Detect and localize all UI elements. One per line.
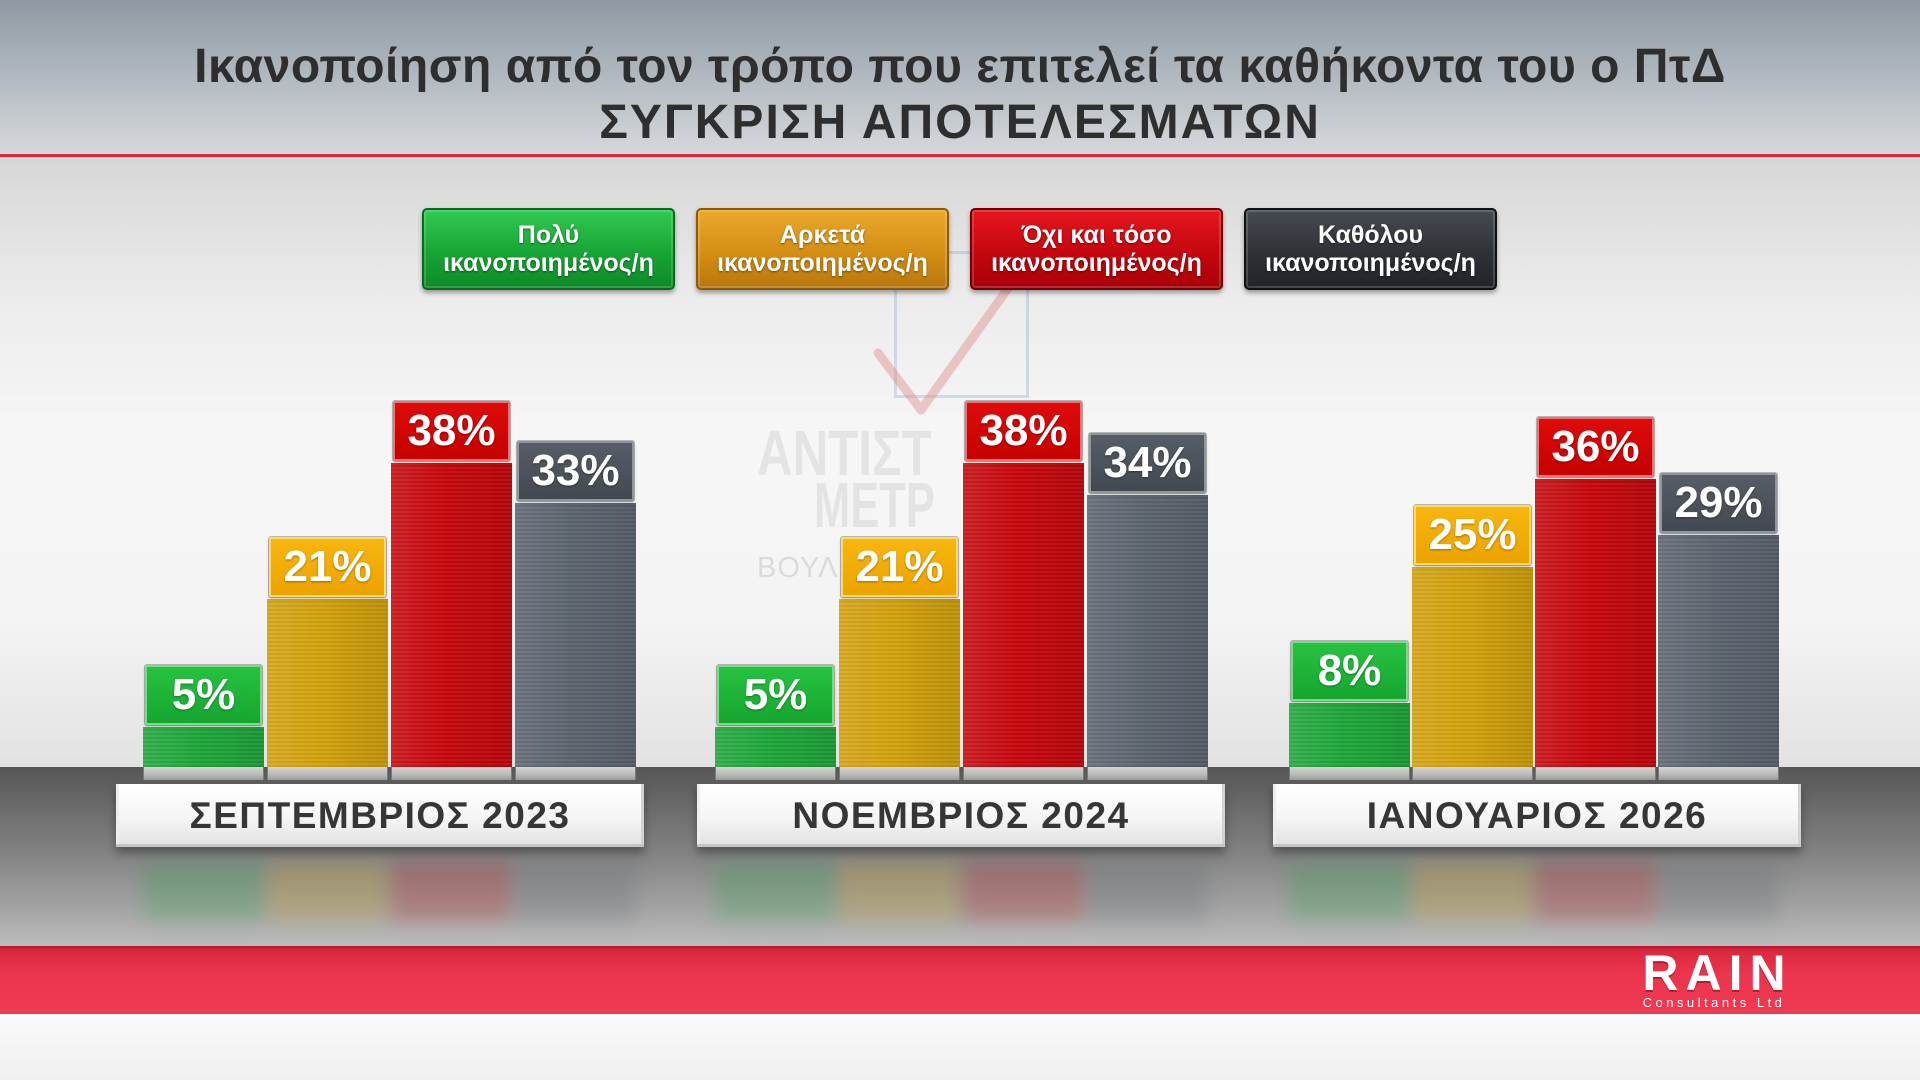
bar-base (143, 767, 264, 780)
legend-item-very-satisfied: Πολύ ικανοποιημένος/η (422, 208, 675, 290)
data-label-not-so-satisfied: 38% (393, 401, 510, 461)
bar-base (1087, 767, 1208, 780)
bar-reflection (1658, 862, 1779, 920)
bar-reflection (715, 862, 836, 920)
data-label-not-at-all-satisfied: 34% (1089, 433, 1206, 493)
bar-base (715, 767, 836, 780)
bar-base (1289, 767, 1410, 780)
bar-fairly-satisfied (839, 599, 960, 767)
data-label-very-satisfied: 5% (145, 665, 262, 725)
ballot-box-icon (894, 251, 1029, 398)
footer-strip (0, 1014, 1920, 1080)
data-label-not-at-all-satisfied: 33% (517, 441, 634, 501)
bar-reflection (1087, 862, 1208, 920)
checkmark-icon (873, 258, 1031, 415)
bar-reflection (839, 862, 960, 920)
bar-base (1412, 767, 1533, 780)
logo-wordmark: RAIN (1642, 945, 1793, 1001)
legend: Πολύ ικανοποιημένος/η Αρκετά ικανοποιημέ… (422, 208, 1497, 290)
legend-label-line: Καθόλου (1317, 221, 1424, 249)
data-label-fairly-satisfied: 21% (269, 537, 386, 597)
bar-very-satisfied (143, 727, 264, 767)
legend-label-line: Όχι και τόσο (1021, 221, 1172, 249)
logo-tagline: Consultants Ltd (1642, 995, 1786, 1010)
data-label-very-satisfied: 5% (717, 665, 834, 725)
data-label-not-so-satisfied: 38% (965, 401, 1082, 461)
bar-not-so-satisfied (391, 463, 512, 767)
legend-label-line: ικανοποιημένος/η (991, 249, 1202, 277)
bar-not-at-all-satisfied (1087, 495, 1208, 767)
bar-base (1658, 767, 1779, 780)
bar-base (391, 767, 512, 780)
bar-reflection (1289, 862, 1410, 920)
bar-not-so-satisfied (1535, 479, 1656, 767)
legend-label-line: ικανοποιημένος/η (1265, 249, 1476, 277)
bar-very-satisfied (715, 727, 836, 767)
watermark-text: ΒΟΥΛ (757, 552, 839, 584)
bar-fairly-satisfied (1412, 567, 1533, 767)
bar-reflection (1535, 862, 1656, 920)
footer-band (0, 946, 1920, 1014)
bar-reflection (143, 862, 264, 920)
bar-not-so-satisfied (963, 463, 1084, 767)
data-label-not-at-all-satisfied: 29% (1660, 473, 1777, 533)
bar-reflection (267, 862, 388, 920)
bar-reflection (391, 862, 512, 920)
watermark-text: ΑΝΤΙΣΤ (757, 417, 932, 489)
data-label-fairly-satisfied: 21% (841, 537, 958, 597)
header-band (0, 0, 1920, 155)
legend-item-not-at-all-satisfied: Καθόλου ικανοποιημένος/η (1244, 208, 1497, 290)
bar-reflection (515, 862, 636, 920)
legend-item-fairly-satisfied: Αρκετά ικανοποιημένος/η (696, 208, 949, 290)
chart-subtitle: ΣΥΓΚΡΙΣΗ ΑΠΟΤΕΛΕΣΜΑΤΩΝ (599, 96, 1321, 149)
legend-item-not-so-satisfied: Όχι και τόσο ικανοποιημένος/η (970, 208, 1223, 290)
bar-base (267, 767, 388, 780)
category-label: ΙΑΝΟΥΑΡΙΟΣ 2026 (1273, 784, 1801, 847)
legend-label-line: Πολύ (517, 221, 580, 249)
legend-label-line: Αρκετά (779, 221, 866, 249)
bar-base (1535, 767, 1656, 780)
legend-label-line: ικανοποιημένος/η (717, 249, 928, 277)
bar-not-at-all-satisfied (1658, 535, 1779, 767)
legend-label-line: ικανοποιημένος/η (443, 249, 654, 277)
watermark-text: ΜΕΤΡ (814, 469, 935, 541)
header-rule (0, 154, 1920, 157)
data-label-not-so-satisfied: 36% (1537, 417, 1654, 477)
bar-base (839, 767, 960, 780)
bar-base (515, 767, 636, 780)
bar-very-satisfied (1289, 703, 1410, 767)
bar-fairly-satisfied (267, 599, 388, 767)
chart-title: Ικανοποίηση από τον τρόπο που επιτελεί τ… (194, 40, 1726, 93)
category-label: ΣΕΠΤΕΜΒΡΙΟΣ 2023 (116, 784, 644, 847)
bar-base (963, 767, 1084, 780)
data-label-very-satisfied: 8% (1291, 641, 1408, 701)
category-label: ΝΟΕΜΒΡΙΟΣ 2024 (697, 784, 1225, 847)
data-label-fairly-satisfied: 25% (1414, 505, 1531, 565)
bar-reflection (1412, 862, 1533, 920)
bar-reflection (963, 862, 1084, 920)
rain-logo: RAIN Consultants Ltd (1634, 948, 1794, 1010)
bar-not-at-all-satisfied (515, 503, 636, 767)
